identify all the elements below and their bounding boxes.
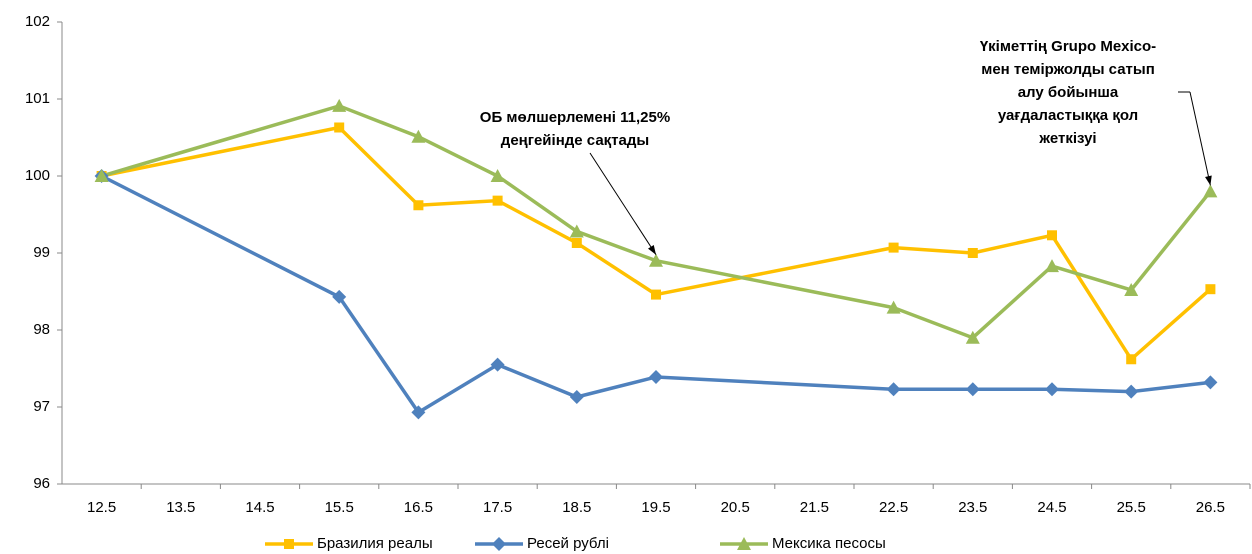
x-tick-label: 17.5 <box>483 499 512 516</box>
point <box>886 382 901 397</box>
point <box>334 122 345 133</box>
annotation: Үкіметтің Grupo Mexico- <box>980 38 1156 55</box>
point <box>332 289 347 304</box>
annotation-arrow <box>1189 91 1211 186</box>
y-tick-label: 97 <box>33 398 50 415</box>
point <box>413 200 424 211</box>
point <box>649 369 663 384</box>
point <box>1047 230 1057 241</box>
x-tick-label: 16.5 <box>404 499 433 516</box>
point <box>1126 354 1137 365</box>
point <box>490 169 505 182</box>
x-tick-label: 26.5 <box>1196 499 1225 516</box>
legend-label: Ресей рублі <box>527 535 609 552</box>
point <box>1203 184 1218 198</box>
y-tick-label: 102 <box>25 13 50 30</box>
point <box>284 539 294 549</box>
point <box>490 357 505 372</box>
annotation-arrow <box>589 152 657 255</box>
point <box>411 405 426 420</box>
point <box>1124 282 1139 296</box>
arrow-head <box>648 244 656 255</box>
point <box>886 300 901 314</box>
x-tick-label: 14.5 <box>245 499 274 516</box>
x-tick-label: 13.5 <box>166 499 195 516</box>
point <box>492 195 503 206</box>
point <box>1205 284 1216 295</box>
point <box>332 98 347 112</box>
annotation: уағдаластыққа қол <box>998 107 1138 124</box>
x-tick-label: 24.5 <box>1037 499 1066 516</box>
x-tick-label: 21.5 <box>800 499 829 516</box>
y-tick-label: 99 <box>33 244 50 261</box>
point <box>651 289 661 300</box>
legend-label: Мексика песосы <box>772 535 886 552</box>
point <box>965 382 980 397</box>
point <box>1045 382 1059 397</box>
x-tick-label: 20.5 <box>721 499 750 516</box>
point <box>492 537 506 551</box>
point <box>569 389 584 404</box>
x-tick-label: 25.5 <box>1117 499 1146 516</box>
point <box>649 253 663 267</box>
y-tick-label: 98 <box>33 321 50 338</box>
point <box>1045 259 1059 273</box>
point <box>965 330 980 344</box>
x-tick-label: 18.5 <box>562 499 591 516</box>
annotation: жеткізуі <box>1038 130 1096 147</box>
y-tick-label: 100 <box>25 167 50 184</box>
point <box>94 169 109 182</box>
annotation: деңгейінде сақтады <box>501 132 649 149</box>
point <box>411 129 426 143</box>
annotation: алу бойынша <box>1018 84 1119 101</box>
series-line <box>101 125 1212 362</box>
x-tick-label: 23.5 <box>958 499 987 516</box>
x-tick-label: 19.5 <box>641 499 670 516</box>
point <box>967 248 978 258</box>
annotation: мен теміржолды сатып <box>981 61 1155 78</box>
point <box>888 242 899 253</box>
annotation: ОБ мөлшерлемені 11,25% <box>480 109 670 126</box>
y-tick-label: 96 <box>33 475 50 492</box>
point <box>737 537 751 550</box>
point <box>569 224 584 238</box>
legend-label: Бразилия реалы <box>317 535 433 552</box>
point <box>571 237 582 248</box>
y-tick-label: 101 <box>25 90 50 107</box>
x-tick-label: 15.5 <box>325 499 354 516</box>
point <box>1124 384 1139 399</box>
x-tick-label: 12.5 <box>87 499 116 516</box>
x-tick-label: 22.5 <box>879 499 908 516</box>
arrow-head <box>1205 175 1212 186</box>
point <box>1203 375 1218 390</box>
